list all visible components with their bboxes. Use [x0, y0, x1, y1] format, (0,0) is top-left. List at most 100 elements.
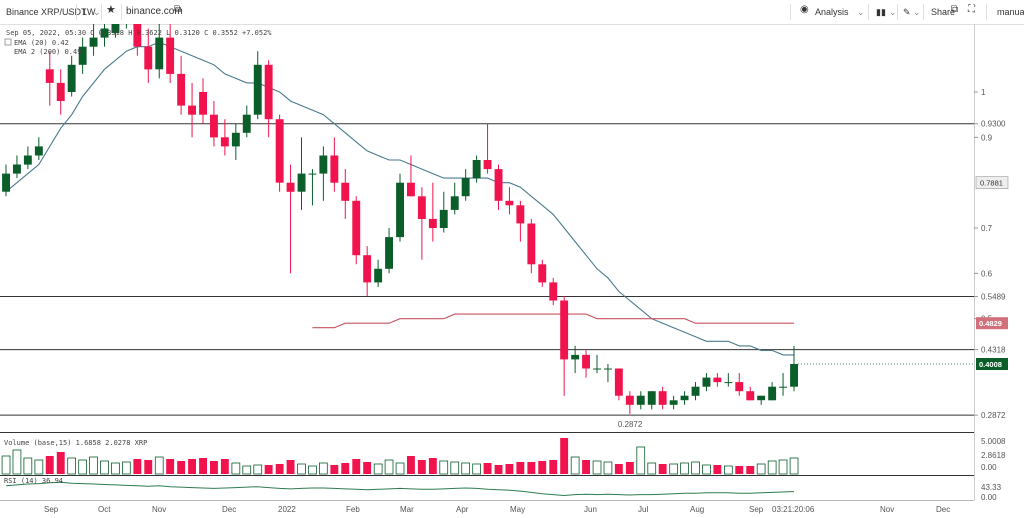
candle-body — [56, 82, 65, 101]
divider — [790, 4, 791, 20]
rsi-axis-label: 0.00 — [981, 493, 997, 502]
external-link-icon[interactable]: ⧉ — [174, 4, 182, 15]
candle-body — [264, 64, 273, 120]
volume-axis-label: 5.0008 — [981, 437, 1006, 446]
candle-body — [34, 146, 43, 156]
ema200-tag-label: 0.4829 — [979, 319, 1002, 328]
volume-bar — [603, 461, 613, 475]
candle-body — [494, 169, 503, 201]
divider — [76, 4, 77, 20]
price-axis-label: 0.7 — [981, 224, 993, 233]
candle-body — [790, 364, 798, 387]
chevron-down-icon[interactable]: ⌄ — [889, 7, 897, 17]
eye-icon[interactable]: ◉ — [800, 4, 809, 15]
volume-bar — [658, 464, 667, 474]
ema200-line — [312, 313, 794, 329]
candle-body — [757, 395, 766, 401]
share-button[interactable]: Share — [931, 7, 956, 17]
volume-bar — [735, 466, 744, 474]
toolbar: Binance XRP/USDT ⌄ 1W ⌄ ★ binance.com ⧉ … — [0, 0, 1024, 25]
candle-body — [702, 377, 711, 387]
volume-bar — [275, 464, 284, 474]
chevron-down-icon[interactable]: ⌄ — [66, 7, 74, 17]
volume-bar — [647, 462, 657, 475]
volume-bar — [12, 449, 22, 475]
candle-body — [330, 155, 339, 183]
candle-body — [680, 395, 689, 401]
candle-body — [691, 386, 700, 396]
volume-bar — [789, 457, 799, 475]
fullscreen-icon[interactable]: ⛶ — [968, 4, 975, 15]
candle-body — [538, 264, 547, 283]
price-axis-label: 0.2872 — [981, 411, 1006, 420]
volume-bar — [166, 459, 175, 474]
candle-body — [636, 395, 645, 405]
chevron-down-icon[interactable]: ⌄ — [93, 7, 101, 17]
collapse-icon[interactable] — [4, 38, 12, 46]
volume-bar — [308, 465, 317, 475]
rsi-axis-label: 43.33 — [981, 483, 1002, 492]
share-icon[interactable]: ⧉ — [951, 4, 959, 15]
candle-body — [735, 382, 744, 392]
candle-body — [363, 255, 372, 283]
chevron-down-icon[interactable]: ⌄ — [857, 7, 865, 17]
volume-bar — [111, 462, 120, 475]
interval-button[interactable]: 1W — [82, 7, 96, 17]
time-axis-label: Dec — [936, 505, 950, 514]
analysis-button[interactable]: Analysis — [815, 7, 849, 17]
current-price-tag — [976, 358, 1008, 370]
candle-body — [396, 182, 404, 238]
volume-bar — [582, 460, 590, 474]
volume-bar — [220, 459, 229, 474]
chart-type-icon[interactable]: ▮▮ — [876, 7, 886, 17]
time-axis-label: Feb — [346, 505, 360, 514]
site-url: binance.com — [126, 6, 183, 17]
volume-bar — [341, 463, 350, 474]
candle-body — [713, 377, 722, 383]
candle-body — [199, 92, 207, 115]
volume-bar — [756, 463, 766, 475]
candle-body — [516, 205, 525, 224]
candle-body — [768, 386, 777, 401]
volume-bar — [767, 460, 777, 475]
volume-bar — [516, 462, 525, 474]
volume-bar — [625, 462, 634, 474]
symbol-search[interactable]: Binance XRP/USDT — [6, 7, 87, 17]
pencil-icon[interactable]: ✎ — [903, 7, 911, 17]
volume-bar — [614, 464, 623, 474]
candle-body — [560, 300, 569, 360]
candle-body — [461, 178, 470, 197]
volume-bar — [450, 461, 460, 475]
divider — [986, 4, 987, 20]
volume-bar — [494, 465, 503, 474]
volume-bar — [144, 460, 153, 474]
volume-bar — [242, 465, 252, 475]
favorite-star-icon[interactable]: ★ — [106, 4, 116, 16]
candle-body — [13, 164, 21, 174]
candle-body — [428, 218, 437, 228]
price-chart[interactable]: 0.2872 10.93000.90.78810.70.60.54890.50.… — [0, 24, 1024, 518]
mode-label[interactable]: manual — [997, 7, 1024, 17]
candle-body — [604, 368, 612, 370]
price-axis-label: 0.9300 — [981, 120, 1006, 129]
volume-bar — [188, 459, 196, 474]
volume-bar — [330, 465, 339, 474]
candle-body — [374, 268, 383, 283]
volume-bar — [636, 446, 646, 475]
candle-body — [111, 24, 120, 34]
volume-bar — [89, 456, 98, 475]
chevron-down-icon[interactable]: ⌄ — [913, 7, 921, 17]
volume-bar — [549, 460, 558, 474]
volume-bar — [713, 465, 722, 474]
volume-bar — [23, 457, 33, 475]
volume-bar — [78, 459, 87, 475]
support-resistance-lines — [0, 123, 974, 416]
volume-bar — [34, 459, 44, 475]
volume-bar — [570, 456, 580, 475]
time-axis-label: Nov — [880, 505, 894, 514]
candle-body — [220, 137, 229, 147]
candle-body — [407, 182, 415, 197]
candle-body — [582, 354, 590, 369]
volume-bar — [177, 461, 186, 474]
candle-body — [100, 28, 109, 38]
